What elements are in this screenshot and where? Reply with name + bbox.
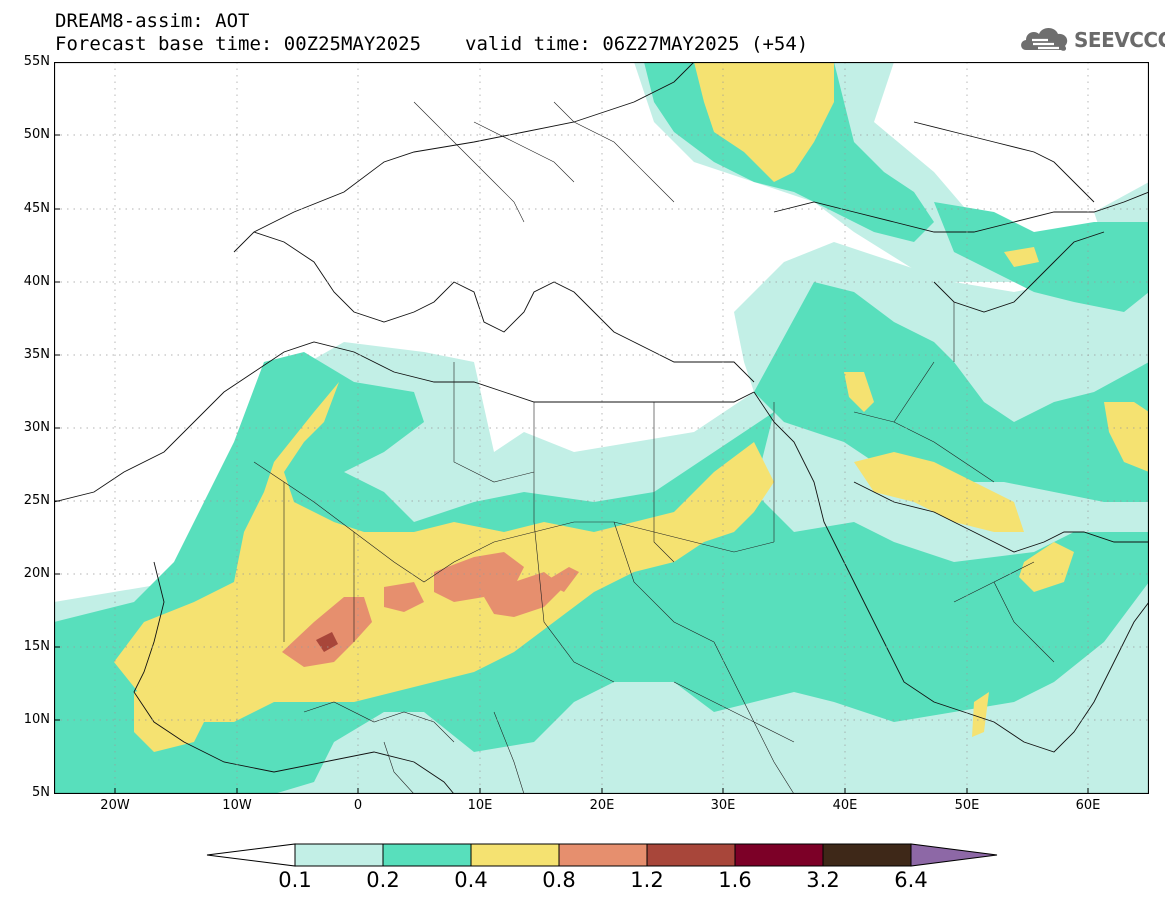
coastlines [54, 62, 1149, 794]
lon-label-10w: 10W [222, 798, 252, 813]
lon-label-60e: 60E [1075, 798, 1101, 813]
lat-label-50n: 50N [23, 127, 50, 142]
logo-text: SEEVCCC [1074, 28, 1165, 52]
valid-time: valid time: 06Z27MAY2025 (+54) [465, 33, 809, 55]
lat-label-10n: 10N [23, 712, 50, 727]
colorbar-bin-0-2 [382, 843, 472, 867]
colorbar-label-0-4: 0.4 [454, 868, 488, 892]
model-title: DREAM8-assim: AOT [55, 10, 250, 32]
colorbar [206, 843, 998, 867]
colorbar-bin-0-1 [294, 843, 384, 867]
colorbar-label-1-6: 1.6 [718, 868, 752, 892]
colorbar-label-3-2: 3.2 [806, 868, 840, 892]
colorbar-label-0-8: 0.8 [542, 868, 576, 892]
lon-label-10e: 10E [467, 798, 493, 813]
seevccc-logo: SEEVCCC [1018, 22, 1165, 56]
colorbar-bin-3-2 [822, 843, 912, 867]
aot-level-0-8 [282, 552, 579, 667]
axis-ticks [54, 134, 1089, 794]
colorbar-bin-0-4 [470, 843, 560, 867]
lat-label-20n: 20N [23, 566, 50, 581]
lat-label-40n: 40N [23, 274, 50, 289]
lat-label-30n: 30N [23, 420, 50, 435]
colorbar-low-arrow [206, 843, 296, 867]
lat-label-15n: 15N [23, 639, 50, 654]
time-info: Forecast base time: 00Z25MAY2025 valid ti… [55, 33, 808, 55]
lat-label-45n: 45N [23, 201, 50, 216]
lat-label-55n: 55N [23, 54, 50, 69]
aot-map [54, 62, 1149, 794]
lon-label-0: 0 [353, 798, 363, 813]
lat-label-25n: 25N [23, 493, 50, 508]
lon-label-20w: 20W [100, 798, 130, 813]
colorbar-label-6-4: 6.4 [894, 868, 928, 892]
colorbar-bin-1-2 [646, 843, 736, 867]
lon-label-30e: 30E [710, 798, 736, 813]
lon-label-20e: 20E [589, 798, 615, 813]
colorbar-high-arrow [910, 843, 998, 867]
lon-label-50e: 50E [954, 798, 980, 813]
lat-label-35n: 35N [23, 347, 50, 362]
borders [253, 101, 1055, 794]
colorbar-label-0-2: 0.2 [366, 868, 400, 892]
cloud-logo-icon [1021, 28, 1068, 51]
colorbar-bin-0-8 [558, 843, 648, 867]
lon-label-40e: 40E [832, 798, 858, 813]
colorbar-bin-1-6 [734, 843, 824, 867]
gridlines [54, 62, 1149, 794]
colorbar-label-1-2: 1.2 [630, 868, 664, 892]
colorbar-label-0-1: 0.1 [278, 868, 312, 892]
lat-label-5n: 5N [32, 785, 50, 800]
base-time: Forecast base time: 00Z25MAY2025 [55, 33, 422, 55]
aot-level-0-4 [114, 62, 1149, 752]
